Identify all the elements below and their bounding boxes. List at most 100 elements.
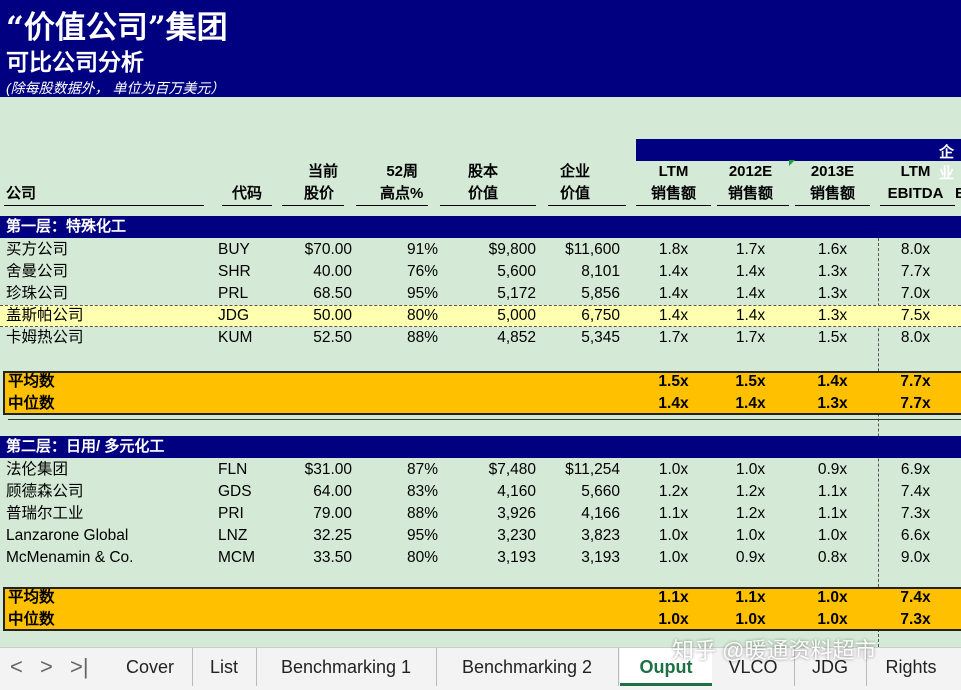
summary-label[interactable]: 中位数 xyxy=(8,611,55,628)
cell-company[interactable]: 买方公司 xyxy=(6,241,69,258)
summary-value[interactable]: 7.7x xyxy=(900,395,931,412)
cell-ltm-sales[interactable]: 1.7x xyxy=(658,329,689,346)
table-row[interactable]: 买方公司 BUY $70.00 91% $9,800 $11,600 1.8x 1.7x 1.6… xyxy=(0,239,961,261)
cell-ltm-sales[interactable]: 1.4x xyxy=(658,307,689,324)
cell-code[interactable]: LNZ xyxy=(218,527,248,544)
cell-ltm-ebitda[interactable]: 7.0x xyxy=(900,285,931,302)
cell-company[interactable]: Lanzarone Global xyxy=(6,527,129,544)
cell-sales-2012[interactable]: 1.4x xyxy=(735,263,766,280)
cell-equity-value[interactable]: 5,000 xyxy=(497,307,536,324)
summary-value[interactable]: 1.0x xyxy=(817,611,848,628)
summary-value[interactable]: 1.4x xyxy=(817,373,848,390)
cell-company[interactable]: McMenamin & Co. xyxy=(6,549,134,566)
cell-high-pct[interactable]: 76% xyxy=(406,263,438,280)
tab-list[interactable]: List xyxy=(192,648,257,686)
tab-cover[interactable]: Cover xyxy=(108,648,193,686)
cell-ltm-sales[interactable]: 1.1x xyxy=(658,505,689,522)
cell-equity-value[interactable]: $9,800 xyxy=(488,241,536,258)
cell-high-pct[interactable]: 80% xyxy=(406,549,438,566)
cell-price[interactable]: 68.50 xyxy=(313,285,352,302)
spreadsheet-grid[interactable]: 企业 当前 52周 股本 企业 LTM 2012E 2013E LTM 公司 代… xyxy=(0,97,961,647)
cell-ltm-sales[interactable]: 1.0x xyxy=(658,549,689,566)
cell-price[interactable]: 50.00 xyxy=(313,307,352,324)
table-row[interactable]: 法伦集团 FLN $31.00 87% $7,480 $11,254 1.0x 1.0x 0.9… xyxy=(0,459,961,481)
table-row[interactable]: McMenamin & Co. MCM 33.50 80% 3,193 3,193 1.0x… xyxy=(0,547,961,569)
cell-high-pct[interactable]: 95% xyxy=(406,527,438,544)
cell-sales-2012[interactable]: 1.0x xyxy=(735,461,766,478)
cell-company[interactable]: 法伦集团 xyxy=(6,461,69,478)
cell-ltm-ebitda[interactable]: 7.7x xyxy=(900,263,931,280)
tab-ouput[interactable]: Ouput xyxy=(620,648,712,686)
tab-jdg[interactable]: JDG xyxy=(794,648,867,686)
cell-sales-2012[interactable]: 1.2x xyxy=(735,483,766,500)
cell-high-pct[interactable]: 88% xyxy=(406,505,438,522)
cell-enterprise-value[interactable]: 3,193 xyxy=(581,549,620,566)
summary-value[interactable]: 7.3x xyxy=(900,611,931,628)
summary-row-median[interactable]: 中位数 1.4x 1.4x 1.3x 7.7x xyxy=(0,393,961,415)
cell-company[interactable]: 珍珠公司 xyxy=(6,285,69,302)
cell-price[interactable]: 64.00 xyxy=(313,483,352,500)
cell-sales-2012[interactable]: 0.9x xyxy=(735,549,766,566)
summary-row-mean[interactable]: 平均数 1.5x 1.5x 1.4x 7.7x xyxy=(0,371,961,393)
cell-code[interactable]: MCM xyxy=(218,549,256,566)
cell-company[interactable]: 盖斯帕公司 xyxy=(6,307,84,324)
summary-value[interactable]: 1.5x xyxy=(735,373,766,390)
cell-ltm-ebitda[interactable]: 7.4x xyxy=(900,483,931,500)
tab-vlco[interactable]: VLCO xyxy=(712,648,795,686)
summary-label[interactable]: 平均数 xyxy=(8,589,55,606)
cell-price[interactable]: 32.25 xyxy=(313,527,352,544)
table-row[interactable]: 珍珠公司 PRL 68.50 95% 5,172 5,856 1.4x 1.4x 1.3x 7.0… xyxy=(0,283,961,305)
tab-nav-last[interactable]: >| xyxy=(70,654,89,679)
summary-label[interactable]: 中位数 xyxy=(8,395,55,412)
cell-code[interactable]: GDS xyxy=(218,483,252,500)
cell-code[interactable]: PRI xyxy=(218,505,244,522)
cell-equity-value[interactable]: 5,172 xyxy=(497,285,536,302)
cell-enterprise-value[interactable]: 6,750 xyxy=(581,307,620,324)
summary-value[interactable]: 1.5x xyxy=(658,373,689,390)
cell-enterprise-value[interactable]: 5,660 xyxy=(581,483,620,500)
cell-code[interactable]: FLN xyxy=(218,461,248,478)
cell-sales-2012[interactable]: 1.4x xyxy=(735,307,766,324)
cell-equity-value[interactable]: 5,600 xyxy=(497,263,536,280)
cell-ltm-sales[interactable]: 1.0x xyxy=(658,461,689,478)
cell-code[interactable]: BUY xyxy=(218,241,250,258)
cell-code[interactable]: SHR xyxy=(218,263,251,280)
cell-high-pct[interactable]: 91% xyxy=(406,241,438,258)
summary-value[interactable]: 1.1x xyxy=(658,589,689,606)
cell-enterprise-value[interactable]: 4,166 xyxy=(581,505,620,522)
cell-equity-value[interactable]: 4,852 xyxy=(497,329,536,346)
cell-price[interactable]: 33.50 xyxy=(313,549,352,566)
cell-ltm-sales[interactable]: 1.0x xyxy=(658,527,689,544)
cell-price[interactable]: 79.00 xyxy=(313,505,352,522)
cell-high-pct[interactable]: 87% xyxy=(406,461,438,478)
cell-ltm-sales[interactable]: 1.8x xyxy=(658,241,689,258)
cell-enterprise-value[interactable]: 5,856 xyxy=(581,285,620,302)
table-row[interactable]: 盖斯帕公司 JDG 50.00 80% 5,000 6,750 1.4x 1.4x 1.3x 7.… xyxy=(0,305,961,327)
cell-high-pct[interactable]: 83% xyxy=(406,483,438,500)
cell-high-pct[interactable]: 88% xyxy=(406,329,438,346)
cell-enterprise-value[interactable]: $11,254 xyxy=(565,461,620,478)
cell-ltm-ebitda[interactable]: 9.0x xyxy=(900,549,931,566)
cell-equity-value[interactable]: 3,193 xyxy=(497,549,536,566)
cell-ltm-sales[interactable]: 1.4x xyxy=(658,263,689,280)
cell-sales-2012[interactable]: 1.7x xyxy=(735,241,766,258)
table-row[interactable]: 普瑞尔工业 PRI 79.00 88% 3,926 4,166 1.1x 1.2x 1.1x 7.… xyxy=(0,503,961,525)
summary-value[interactable]: 1.0x xyxy=(817,589,848,606)
cell-enterprise-value[interactable]: $11,600 xyxy=(565,241,620,258)
summary-row-mean[interactable]: 平均数 1.1x 1.1x 1.0x 7.4x xyxy=(0,587,961,609)
cell-sales-2013[interactable]: 1.3x xyxy=(817,285,848,302)
cell-equity-value[interactable]: 3,926 xyxy=(497,505,536,522)
summary-value[interactable]: 1.0x xyxy=(735,611,766,628)
cell-equity-value[interactable]: $7,480 xyxy=(488,461,536,478)
cell-ltm-ebitda[interactable]: 6.9x xyxy=(900,461,931,478)
cell-company[interactable]: 卡姆热公司 xyxy=(6,329,84,346)
cell-equity-value[interactable]: 3,230 xyxy=(497,527,536,544)
tab-benchmarking-2[interactable]: Benchmarking 2 xyxy=(436,648,619,686)
summary-label[interactable]: 平均数 xyxy=(8,373,55,390)
cell-price[interactable]: 52.50 xyxy=(313,329,352,346)
cell-equity-value[interactable]: 4,160 xyxy=(497,483,536,500)
tab-rights[interactable]: Rights xyxy=(885,657,937,677)
table-row[interactable]: 顾德森公司 GDS 64.00 83% 4,160 5,660 1.2x 1.2x 1.1x 7.… xyxy=(0,481,961,503)
cell-company[interactable]: 顾德森公司 xyxy=(6,483,84,500)
cell-sales-2013[interactable]: 1.3x xyxy=(817,307,848,324)
